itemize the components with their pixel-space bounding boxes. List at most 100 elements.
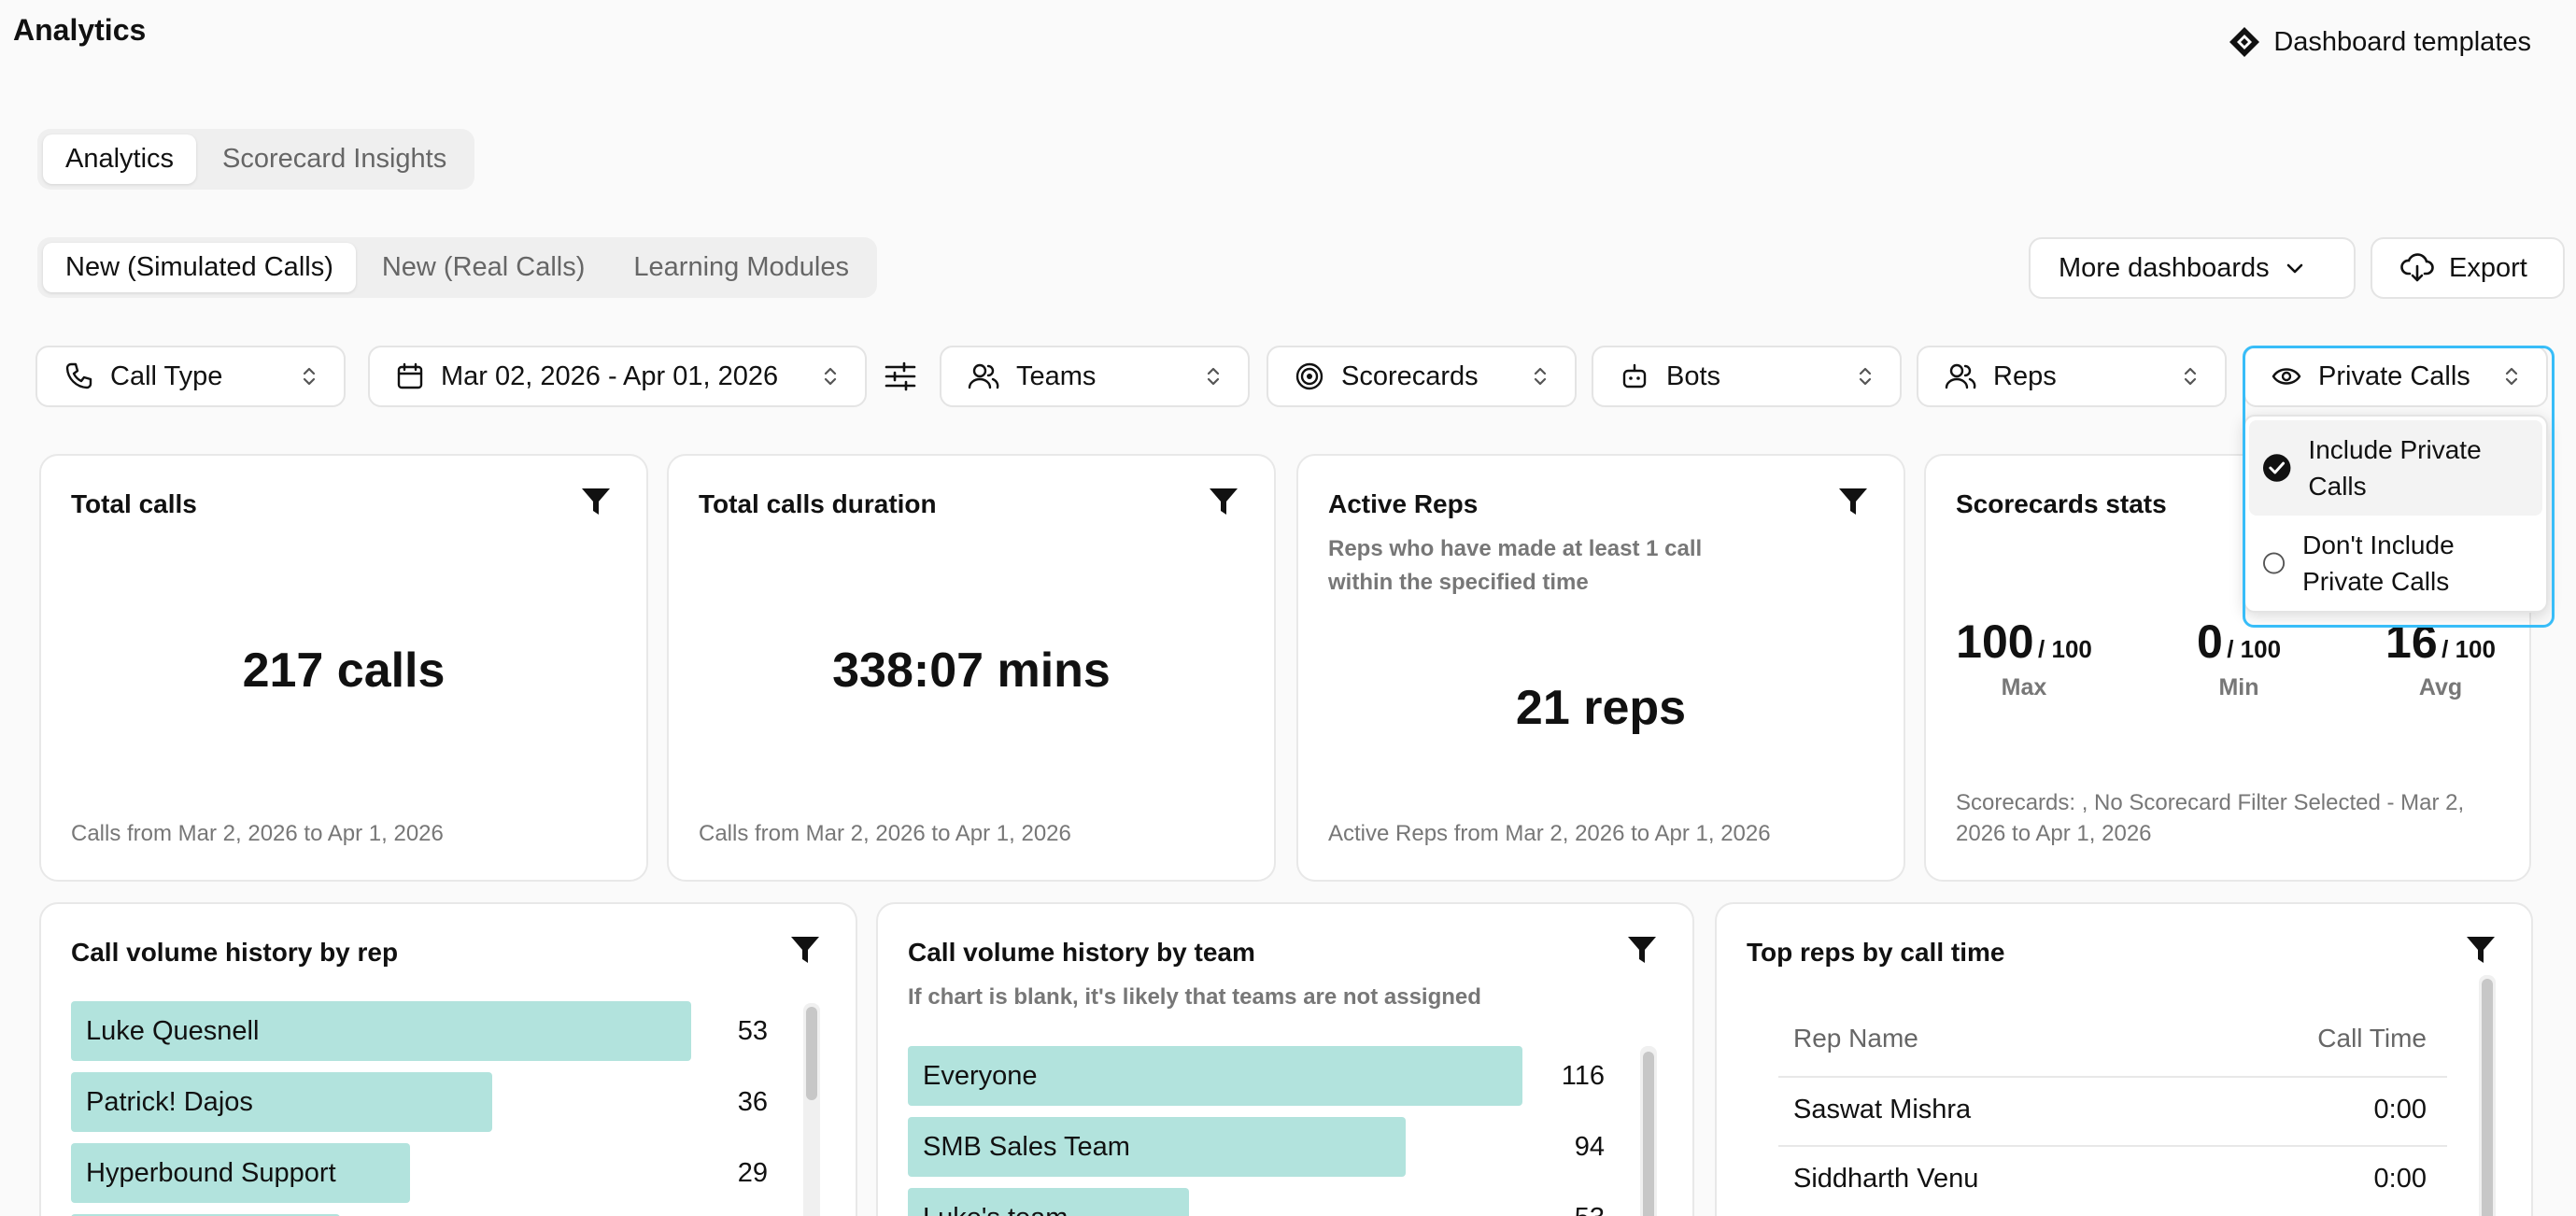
- users-icon: [1945, 363, 1976, 389]
- rep-list-scrollbar[interactable]: [803, 1003, 820, 1216]
- filter-icon[interactable]: [581, 488, 611, 516]
- sliders-icon[interactable]: [884, 361, 917, 397]
- min-label: Min: [2218, 674, 2259, 700]
- total-calls-card: Total calls 217 calls Calls from Mar 2, …: [39, 454, 648, 882]
- chevron-updown-icon: [2184, 367, 2197, 386]
- table-divider: [1778, 1145, 2447, 1147]
- avg-label: Avg: [2418, 674, 2463, 700]
- cloud-download-icon: [2400, 253, 2434, 282]
- teams-filter[interactable]: Teams: [940, 346, 1250, 407]
- call-time-cell: 0:00: [2373, 1164, 2427, 1194]
- private-calls-filter[interactable]: Private Calls: [2243, 346, 2548, 407]
- scroll-thumb[interactable]: [2482, 979, 2493, 1216]
- menu-item-label: Include Private Calls: [2308, 434, 2482, 501]
- calendar-icon: [397, 362, 423, 389]
- table-scrollbar[interactable]: [2479, 975, 2496, 1216]
- rep-name-cell: Siddharth Venu: [1793, 1164, 1979, 1194]
- primary-tabs: Analytics Scorecard Insights: [37, 129, 475, 190]
- card-title: Call volume history by team: [908, 938, 1255, 967]
- more-dashboards-button[interactable]: More dashboards: [2029, 237, 2356, 299]
- total-duration-card: Total calls duration 338:07 mins Calls f…: [667, 454, 1276, 882]
- card-subtitle: Reps who have made at least 1 call withi…: [1328, 536, 1703, 595]
- bar-row[interactable]: Luke Quesnell 53: [71, 1001, 768, 1061]
- tab-new-simulated-calls[interactable]: New (Simulated Calls): [43, 243, 356, 292]
- phone-icon: [65, 362, 92, 389]
- active-reps-value: 21 reps: [1515, 681, 1687, 735]
- bar-value: 36: [737, 1087, 768, 1117]
- chevron-updown-icon: [2505, 367, 2518, 386]
- tab-learning-modules[interactable]: Learning Modules: [633, 252, 849, 282]
- card-footer: Active Reps from Mar 2, 2026 to Apr 1, 2…: [1328, 821, 1771, 847]
- card-footer: Calls from Mar 2, 2026 to Apr 1, 2026: [71, 821, 444, 847]
- scorecard-min-stat: 0 / 100 Min: [2169, 615, 2309, 701]
- call-type-filter[interactable]: Call Type: [35, 346, 346, 407]
- card-title: Call volume history by rep: [71, 938, 399, 967]
- bar-row[interactable]: Patrick! Dajos 36: [71, 1072, 768, 1132]
- team-list-scrollbar[interactable]: [1640, 1046, 1657, 1216]
- bar: [908, 1188, 1189, 1216]
- bar-row[interactable]: SMB Sales Team 94: [908, 1117, 1605, 1177]
- col-call-time[interactable]: Call Time: [2317, 1024, 2427, 1053]
- reps-filter[interactable]: Reps: [1917, 346, 2227, 407]
- call-time-cell: 0:00: [2373, 1095, 2427, 1124]
- table-divider: [1778, 1076, 2447, 1078]
- filter-icon[interactable]: [2466, 936, 2496, 964]
- chevron-updown-icon: [1207, 367, 1220, 386]
- tab-analytics[interactable]: Analytics: [43, 134, 197, 184]
- filter-icon[interactable]: [1209, 488, 1238, 516]
- filter-icon[interactable]: [1838, 488, 1868, 516]
- call-type-label: Call Type: [110, 361, 223, 391]
- reps-label: Reps: [1993, 361, 2057, 391]
- bar-row[interactable]: Hyperbound Support 29: [71, 1143, 768, 1203]
- card-subtitle: If chart is blank, it's likely that team…: [908, 984, 1481, 1010]
- secondary-tabs: New (Simulated Calls) New (Real Calls) L…: [37, 237, 877, 298]
- chevron-updown-icon: [1859, 367, 1872, 386]
- rep-name-cell: Saswat Mishra: [1793, 1095, 1972, 1124]
- total-duration-value: 338:07 mins: [832, 643, 1111, 698]
- bar-value: 94: [1574, 1132, 1605, 1162]
- top-reps-card: Top reps by call time Rep Name Call Time…: [1715, 902, 2533, 1216]
- card-footer: Calls from Mar 2, 2026 to Apr 1, 2026: [699, 821, 1071, 847]
- bots-label: Bots: [1666, 361, 1721, 391]
- filter-icon[interactable]: [790, 936, 820, 964]
- card-footer: Scorecards: , No Scorecard Filter Select…: [1956, 789, 2465, 847]
- scroll-thumb[interactable]: [806, 1007, 817, 1100]
- bar: [71, 1001, 691, 1061]
- bar: [71, 1214, 340, 1216]
- bar-row[interactable]: Everyone 116: [908, 1046, 1605, 1106]
- filter-icon[interactable]: [1627, 936, 1657, 964]
- menu-item-exclude-private[interactable]: Don't Include Private Calls: [2249, 516, 2542, 611]
- chevron-updown-icon: [1534, 367, 1547, 386]
- card-title: Total calls duration: [699, 489, 937, 518]
- bar-row[interactable]: Luke's team 53: [908, 1188, 1605, 1216]
- date-range-label: Mar 02, 2026 - Apr 01, 2026: [441, 361, 779, 391]
- target-icon: [1295, 362, 1323, 390]
- scorecard-max-stat: 100 / 100 Max: [1954, 615, 2094, 701]
- rep-history-card: Call volume history by rep Luke Quesnell…: [39, 902, 857, 1216]
- menu-item-include-private[interactable]: Include Private Calls: [2249, 420, 2542, 516]
- chevron-updown-icon: [824, 367, 837, 386]
- bots-filter[interactable]: Bots: [1592, 346, 1902, 407]
- scroll-thumb[interactable]: [1643, 1052, 1654, 1216]
- bar-label: Hyperbound Support: [86, 1158, 336, 1188]
- private-calls-label: Private Calls: [2318, 361, 2470, 391]
- scorecards-stats-card: Scorecards stats 100 / 100 Max 0 / 100 M…: [1924, 454, 2531, 882]
- date-range-filter[interactable]: Mar 02, 2026 - Apr 01, 2026: [368, 346, 867, 407]
- tab-scorecard-insights[interactable]: Scorecard Insights: [222, 144, 447, 174]
- diamond-logo-icon: [2229, 27, 2260, 57]
- bar: [908, 1046, 1522, 1106]
- tab-new-real-calls[interactable]: New (Real Calls): [381, 252, 586, 282]
- bar-label: Luke Quesnell: [86, 1016, 260, 1046]
- card-title: Top reps by call time: [1747, 938, 2005, 967]
- card-title: Total calls: [71, 489, 197, 518]
- dashboard-templates-button[interactable]: Dashboard templates: [2229, 26, 2531, 58]
- col-rep-name[interactable]: Rep Name: [1793, 1024, 1918, 1053]
- bar-row[interactable]: [71, 1214, 768, 1216]
- min-of: / 100: [2227, 635, 2282, 663]
- total-calls-value: 217 calls: [242, 643, 446, 698]
- export-label: Export: [2449, 252, 2527, 283]
- avg-value: 16: [2385, 615, 2438, 668]
- avg-of: / 100: [2442, 635, 2496, 663]
- export-button[interactable]: Export: [2371, 237, 2565, 299]
- scorecards-filter[interactable]: Scorecards: [1267, 346, 1577, 407]
